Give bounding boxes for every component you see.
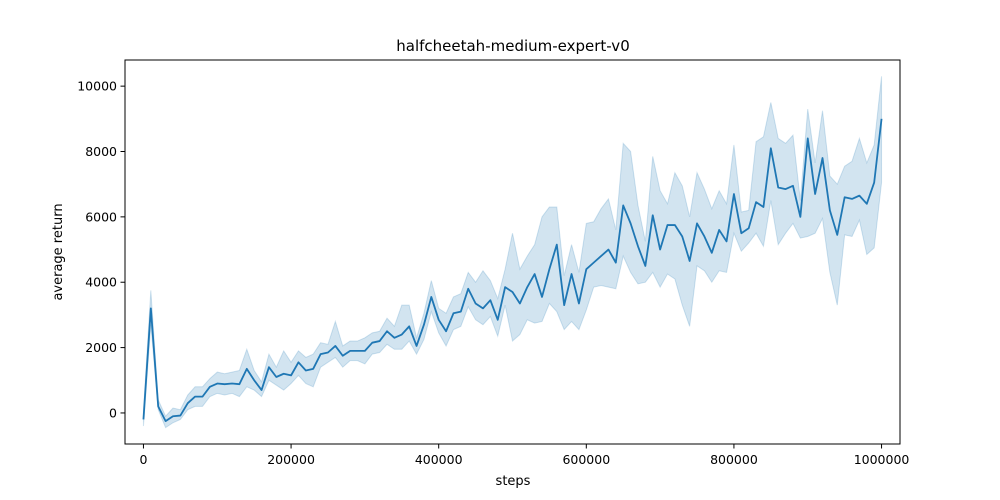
y-tick-label: 4000 [85, 275, 117, 290]
series-0-confidence-band [142, 76, 883, 429]
x-axis-label: steps [496, 474, 531, 489]
y-axis: 0 2000 4000 6000 8000 10000 [77, 79, 125, 420]
x-axis: 0 200000 400000 600000 800000 1000000 [139, 444, 909, 467]
x-tick-label: 400000 [415, 452, 463, 467]
y-axis-label: average return [51, 203, 66, 300]
y-tick-label: 0 [109, 405, 117, 420]
x-tick-label: 0 [139, 452, 147, 467]
y-tick-label: 6000 [85, 209, 117, 224]
x-tick-label: 200000 [267, 452, 315, 467]
x-tick-label: 600000 [562, 452, 610, 467]
x-tick-label: 1000000 [854, 452, 910, 467]
chart-title: halfcheetah-medium-expert-v0 [396, 37, 629, 55]
y-tick-label: 8000 [85, 144, 117, 159]
axes-frame [124, 59, 901, 445]
y-tick-label: 2000 [85, 340, 117, 355]
x-tick-label: 800000 [710, 452, 758, 467]
series-0-line [142, 118, 883, 423]
plot-area [142, 76, 883, 429]
y-tick-label: 10000 [77, 79, 117, 94]
